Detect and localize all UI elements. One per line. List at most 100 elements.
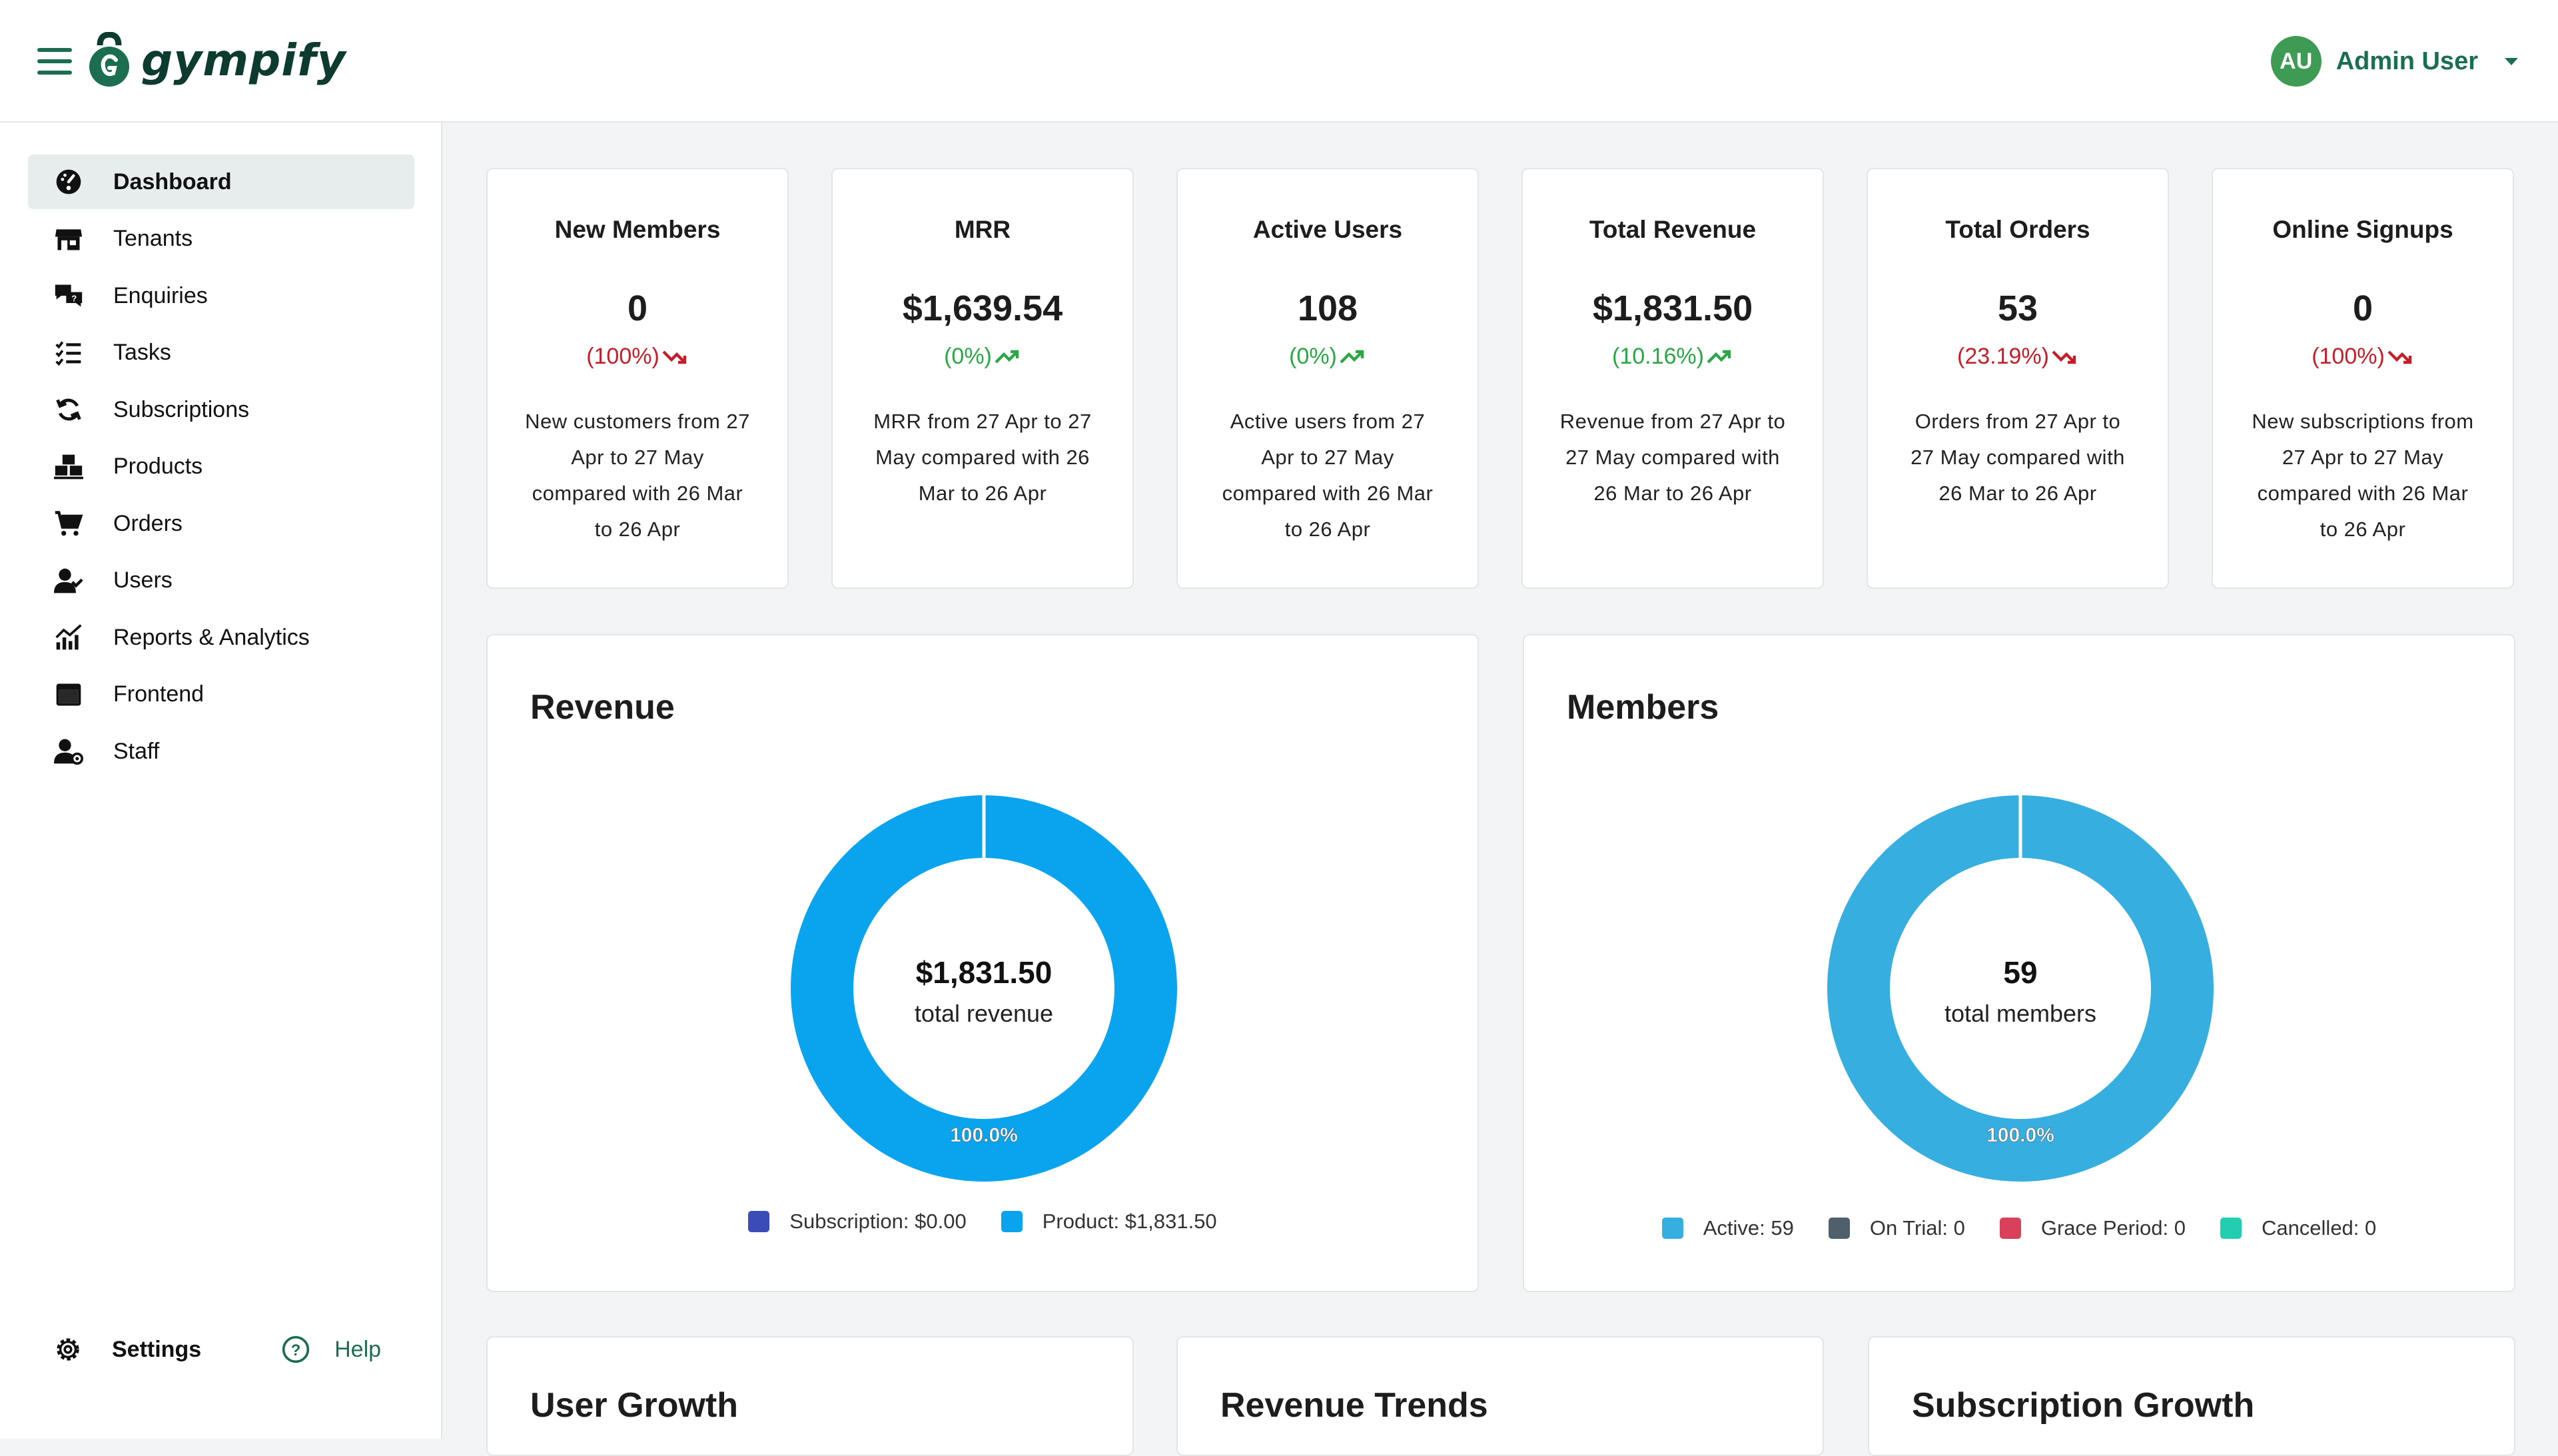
stat-description: MRR from 27 Apr to 27 May compared with … bbox=[873, 410, 1092, 505]
boxes-icon bbox=[53, 452, 84, 482]
stat-value: $1,831.50 bbox=[1592, 288, 1753, 328]
sidebar-item-users[interactable]: Users bbox=[28, 553, 414, 608]
settings-button[interactable]: Settings bbox=[53, 1335, 201, 1364]
sidebar-item-enquiries[interactable]: ? Enquiries bbox=[28, 268, 414, 323]
legend-label: Product: $1,831.50 bbox=[1042, 1210, 1217, 1233]
stat-value: 108 bbox=[1297, 288, 1358, 328]
trend-up-icon bbox=[1707, 350, 1731, 364]
sidebar-item-label: Subscriptions bbox=[113, 396, 250, 422]
stat-title: MRR bbox=[954, 216, 1011, 243]
sidebar-item-products[interactable]: Products bbox=[28, 440, 414, 494]
app-name: gympify bbox=[141, 34, 346, 86]
stat-change: (23.19%) bbox=[1868, 344, 2168, 370]
revenue-trends-title: Revenue Trends bbox=[1220, 1386, 1488, 1425]
stats-row: New Members 0 (100%) New customers from … bbox=[486, 168, 2515, 589]
trend-down-icon bbox=[2052, 350, 2076, 364]
legend-item-cancelled[interactable]: Cancelled: 0 bbox=[2220, 1216, 2376, 1240]
stat-card-mrr: MRR $1,639.54 (0%) MRR from 27 Apr to 27… bbox=[831, 168, 1134, 589]
help-label: Help bbox=[334, 1336, 382, 1362]
legend-item-active[interactable]: Active: 59 bbox=[1661, 1216, 1794, 1240]
sidebar-item-label: Orders bbox=[113, 510, 183, 536]
sidebar-item-tasks[interactable]: Tasks bbox=[28, 326, 414, 380]
user-menu[interactable]: AU Admin User bbox=[2270, 36, 2518, 87]
members-legend: Active: 59 On Trial: 0 Grace Period: 0 C… bbox=[1524, 1216, 2514, 1240]
svg-text:?: ? bbox=[71, 293, 77, 303]
menu-toggle-button[interactable] bbox=[37, 48, 72, 75]
revenue-total-value: $1,831.50 bbox=[916, 955, 1053, 990]
revenue-total-label: total revenue bbox=[915, 1000, 1053, 1027]
legend-item-product[interactable]: Product: $1,831.50 bbox=[1001, 1210, 1217, 1234]
stat-description: Revenue from 27 Apr to 27 May compared w… bbox=[1559, 410, 1786, 505]
members-card: Members 59 total members 100.0% Active: … bbox=[1523, 634, 2515, 1292]
subscription-growth-title: Subscription Growth bbox=[1912, 1386, 2255, 1425]
stat-value: 53 bbox=[1997, 288, 2038, 328]
stat-change-percent: (0%) bbox=[944, 344, 992, 369]
trend-down-icon bbox=[2387, 350, 2411, 364]
user-growth-card: User Growth bbox=[486, 1336, 1134, 1456]
hamburger-line bbox=[37, 48, 72, 52]
stat-value: 0 bbox=[2352, 288, 2373, 328]
app-logo[interactable]: gympify bbox=[85, 32, 346, 88]
sidebar-item-label: Staff bbox=[113, 738, 160, 764]
stat-change: (100%) bbox=[2213, 344, 2513, 370]
legend-label: Subscription: $0.00 bbox=[789, 1210, 967, 1233]
legend-label: Active: 59 bbox=[1703, 1216, 1794, 1240]
sidebar-item-label: Reports & Analytics bbox=[113, 624, 310, 650]
stat-description: New subscriptions from 27 Apr to 27 May … bbox=[2252, 410, 2474, 541]
sidebar-item-label: Tasks bbox=[113, 340, 171, 365]
user-growth-title: User Growth bbox=[530, 1386, 739, 1425]
stat-title: Active Users bbox=[1252, 216, 1403, 243]
window-icon bbox=[53, 679, 84, 710]
stat-change: (0%) bbox=[833, 344, 1132, 370]
cart-icon bbox=[53, 508, 84, 539]
members-total-value: 59 bbox=[2003, 955, 2037, 990]
refresh-icon bbox=[53, 394, 84, 425]
sidebar: Dashboard Tenants ? Enquiries Tasks Subs… bbox=[0, 123, 442, 1439]
legend-item-subscription[interactable]: Subscription: $0.00 bbox=[748, 1210, 967, 1234]
sidebar-item-dashboard[interactable]: Dashboard bbox=[28, 155, 414, 209]
stat-card-total-orders: Total Orders 53 (23.19%) Orders from 27 … bbox=[1867, 168, 2169, 589]
stat-title: New Members bbox=[554, 216, 721, 243]
stat-description: Active users from 27 Apr to 27 May compa… bbox=[1222, 410, 1434, 541]
hamburger-line bbox=[37, 71, 72, 75]
dashboard-icon bbox=[53, 167, 84, 197]
sidebar-item-label: Dashboard bbox=[113, 169, 232, 194]
legend-item-on-trial[interactable]: On Trial: 0 bbox=[1828, 1216, 1965, 1240]
sidebar-item-orders[interactable]: Orders bbox=[28, 496, 414, 551]
sidebar-item-reports[interactable]: Reports & Analytics bbox=[28, 610, 414, 665]
legend-label: Grace Period: 0 bbox=[2040, 1216, 2186, 1240]
top-header: gympify AU Admin User bbox=[0, 0, 2558, 123]
kettlebell-logo-icon bbox=[89, 32, 129, 87]
stat-change: (100%) bbox=[488, 344, 787, 370]
sidebar-item-tenants[interactable]: Tenants bbox=[28, 212, 414, 266]
sidebar-item-frontend[interactable]: Frontend bbox=[28, 667, 414, 722]
svg-text:?: ? bbox=[291, 1341, 301, 1359]
legend-swatch bbox=[1999, 1218, 2021, 1239]
help-button[interactable]: ? Help bbox=[281, 1335, 381, 1364]
checklist-icon bbox=[53, 338, 84, 368]
chart-icon bbox=[53, 622, 84, 653]
stat-title: Online Signups bbox=[2272, 216, 2453, 243]
sidebar-item-label: Users bbox=[113, 567, 173, 593]
members-title: Members bbox=[1567, 688, 1719, 727]
sidebar-item-label: Enquiries bbox=[113, 282, 208, 308]
trend-up-icon bbox=[1340, 350, 1364, 364]
stat-change: (0%) bbox=[1178, 344, 1478, 370]
revenue-card: Revenue $1,831.50 total revenue 100.0% S… bbox=[486, 634, 1479, 1292]
subscription-growth-card: Subscription Growth bbox=[1868, 1336, 2515, 1456]
revenue-slice-label: 100.0% bbox=[950, 1124, 1018, 1146]
sidebar-item-staff[interactable]: Staff bbox=[28, 724, 414, 779]
users-icon bbox=[53, 565, 84, 596]
chevron-down-icon bbox=[2505, 57, 2518, 65]
legend-swatch bbox=[2220, 1218, 2242, 1239]
sidebar-item-label: Frontend bbox=[113, 681, 205, 707]
revenue-donut-chart: $1,831.50 total revenue 100.0% bbox=[791, 794, 1177, 1182]
stat-change-percent: (100%) bbox=[2312, 344, 2385, 369]
sidebar-footer: Settings ? Help bbox=[53, 1335, 381, 1364]
stat-title: Total Orders bbox=[1945, 216, 2090, 243]
revenue-title: Revenue bbox=[530, 688, 675, 727]
legend-swatch bbox=[748, 1211, 770, 1232]
legend-item-grace-period[interactable]: Grace Period: 0 bbox=[1999, 1216, 2186, 1240]
sidebar-item-subscriptions[interactable]: Subscriptions bbox=[28, 382, 414, 437]
gear-icon bbox=[57, 1338, 79, 1361]
